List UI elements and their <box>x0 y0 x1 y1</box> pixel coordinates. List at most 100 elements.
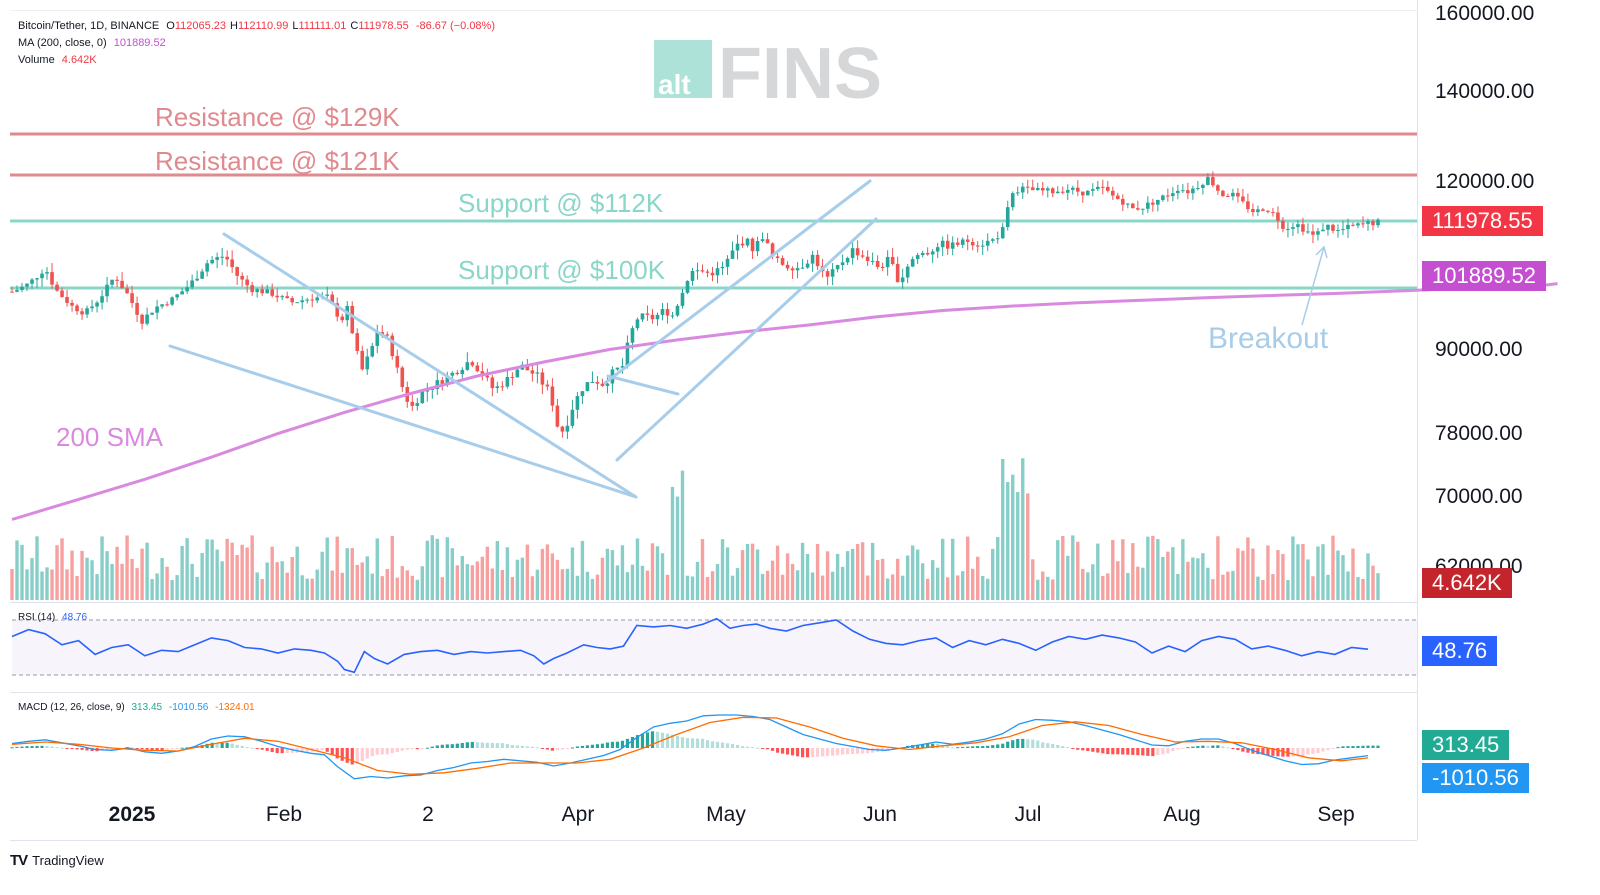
volume-bar <box>825 551 830 600</box>
candle <box>1030 187 1035 191</box>
macd-histogram-bar <box>1181 748 1185 749</box>
macd-histogram-bar <box>1136 748 1140 756</box>
volume-bar <box>755 549 760 600</box>
macd-histogram-bar <box>445 744 449 748</box>
macd-histogram-bar <box>976 746 980 748</box>
macd-histogram-bar <box>1021 738 1025 748</box>
candle <box>360 350 365 370</box>
volume-bar <box>185 538 189 600</box>
candle <box>635 319 640 329</box>
macd-histogram-bar <box>355 748 359 764</box>
macd-histogram-bar <box>75 748 79 750</box>
candle <box>280 296 284 298</box>
macd-histogram-bar <box>550 748 554 751</box>
candle <box>275 295 279 298</box>
volume-bar <box>735 568 740 600</box>
candle <box>245 279 249 286</box>
candle <box>100 296 104 303</box>
candle <box>1221 190 1225 196</box>
macd-histogram-bar <box>135 748 139 749</box>
volume-bar <box>390 536 394 600</box>
macd-histogram-bar <box>1001 743 1005 748</box>
macd-histogram-bar <box>1026 739 1030 748</box>
candle <box>570 409 575 426</box>
volume-bar <box>880 558 885 600</box>
volume-bar <box>590 578 595 600</box>
macd-histogram-bar <box>851 748 855 755</box>
candle <box>1181 190 1185 192</box>
macd-histogram-bar <box>470 741 474 748</box>
volume-bar <box>140 548 144 600</box>
candle <box>1241 196 1245 202</box>
price-tick-label: 160000.00 <box>1435 2 1534 25</box>
ohlc-h: H112110.99 <box>230 20 289 32</box>
macd-histogram-bar <box>750 746 755 748</box>
volume-bar <box>1376 573 1380 600</box>
rsi-panel <box>11 617 1417 676</box>
macd-histogram-bar <box>150 748 154 750</box>
volume-bar <box>1341 555 1345 600</box>
candle <box>585 382 590 392</box>
macd-histogram-bar <box>570 747 575 749</box>
time-tick-label: 2025 <box>109 803 156 826</box>
candle <box>730 250 735 259</box>
macd-histogram-bar <box>425 747 429 749</box>
candle <box>1216 185 1220 191</box>
candle <box>790 268 795 271</box>
volume-bar <box>220 561 224 600</box>
macd-histogram-bar <box>30 746 34 748</box>
macd-histogram-bar <box>785 748 790 755</box>
ohlc-values: O112065.23 H112110.99 L111111.01 C111978.55 <box>162 20 408 32</box>
candle <box>1331 224 1335 231</box>
candle <box>1366 221 1370 224</box>
macd-histogram-bar <box>1091 748 1095 752</box>
macd-histogram-bar <box>410 748 414 750</box>
candle <box>1106 186 1110 191</box>
macd-histogram-bar <box>365 748 369 759</box>
volume-bar <box>1356 577 1360 600</box>
volume-bar <box>45 567 49 600</box>
candle <box>290 298 295 303</box>
candle <box>1075 187 1080 192</box>
volume-bar <box>1016 492 1020 600</box>
macd-histogram-bar <box>981 746 985 748</box>
volume-bar <box>1046 576 1050 600</box>
candle <box>910 259 915 267</box>
macd-histogram-bar <box>275 748 279 754</box>
macd-histogram-bar <box>700 738 705 748</box>
candle <box>870 260 875 262</box>
macd-histogram-bar <box>1351 746 1355 748</box>
volume-bar <box>1121 539 1125 600</box>
macd-histogram-bar <box>1266 748 1270 756</box>
macd-histogram-bar <box>1356 745 1360 748</box>
candle <box>1201 184 1205 188</box>
volume-bar <box>1071 535 1075 600</box>
volume-bar <box>1231 570 1235 600</box>
time-tick-label: 2 <box>422 803 434 826</box>
macd-histogram-bar <box>160 748 164 751</box>
candle <box>15 289 19 292</box>
volume-bar <box>595 574 600 600</box>
macd-histogram-bar <box>255 748 259 749</box>
macd-histogram-bar <box>180 747 184 749</box>
tradingview-brand[interactable]: TV TradingView <box>10 852 104 869</box>
macd-histogram-bar <box>530 746 534 748</box>
candle <box>65 297 69 303</box>
macd-histogram-bar <box>1126 748 1130 755</box>
volume-bar <box>1171 547 1175 600</box>
candle <box>485 375 490 378</box>
volume-bar <box>1156 539 1160 600</box>
volume-bar <box>310 578 314 600</box>
falling-channel-bottom <box>168 344 638 499</box>
volume-bar <box>490 568 495 600</box>
macd-histogram-bar <box>1106 748 1110 755</box>
volume-bar <box>820 575 825 600</box>
candle <box>1090 189 1095 191</box>
macd-histogram-bar <box>846 748 850 755</box>
candle <box>515 369 520 378</box>
macd-histogram-bar <box>1096 748 1100 753</box>
volume-bar <box>570 547 575 600</box>
candle <box>175 294 179 298</box>
candle <box>450 372 455 376</box>
